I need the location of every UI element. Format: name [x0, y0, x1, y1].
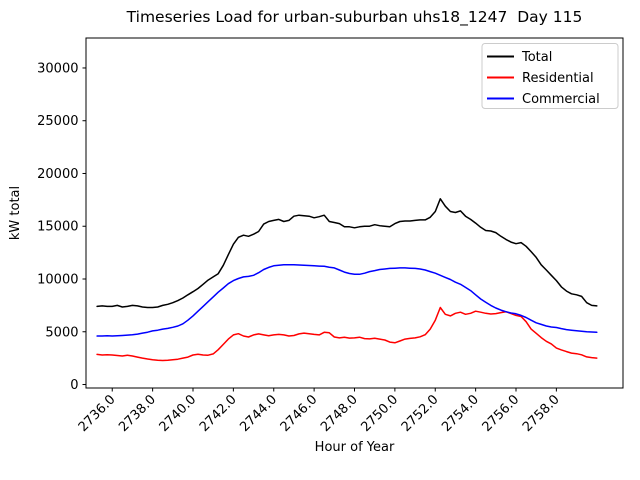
y-tick-label: 10000 — [37, 273, 78, 288]
y-tick-label: 0 — [70, 378, 78, 393]
legend-label-total: Total — [521, 50, 552, 65]
x-tick-label: 2748.0 — [318, 392, 361, 435]
x-tick-label: 2740.0 — [157, 392, 200, 435]
x-tick-label: 2750.0 — [358, 392, 401, 435]
series-line-residential — [96, 306, 598, 362]
x-tick-label: 2754.0 — [439, 392, 482, 435]
x-tick-label: 2742.0 — [197, 392, 240, 435]
x-tick-label: 2738.0 — [116, 392, 159, 435]
legend: Total Residential Commercial — [481, 43, 619, 109]
x-tick-label: 2744.0 — [237, 392, 280, 435]
legend-item-commercial: Commercial — [487, 92, 600, 107]
legend-label-commercial: Commercial — [522, 92, 600, 107]
legend-item-total: Total — [487, 50, 552, 65]
y-tick-label: 25000 — [37, 114, 78, 129]
x-tick-label: 2756.0 — [480, 392, 523, 435]
y-axis-label: kW total — [8, 186, 23, 240]
y-axis-ticks: 0 5000 10000 15000 20000 25000 30000 — [37, 61, 86, 393]
y-tick-label: 30000 — [37, 61, 78, 76]
legend-item-residential: Residential — [487, 71, 594, 86]
data-series-lines — [96, 198, 598, 362]
x-tick-label: 2758.0 — [520, 392, 563, 435]
x-tick-label: 2736.0 — [76, 392, 119, 435]
series-line-total — [96, 198, 598, 309]
y-tick-label: 15000 — [37, 220, 78, 235]
chart-title: Timeseries Load for urban-suburban uhs18… — [126, 8, 583, 27]
series-line-commercial — [96, 264, 598, 337]
x-axis-label: Hour of Year — [315, 440, 395, 455]
y-tick-label: 5000 — [45, 325, 78, 340]
legend-label-residential: Residential — [522, 71, 594, 86]
x-axis-ticks: 2736.02738.02740.02742.02744.02746.02748… — [76, 388, 563, 435]
x-tick-label: 2752.0 — [399, 392, 442, 435]
x-tick-label: 2746.0 — [278, 392, 321, 435]
legend-frame — [481, 43, 619, 109]
y-tick-label: 20000 — [37, 167, 78, 182]
